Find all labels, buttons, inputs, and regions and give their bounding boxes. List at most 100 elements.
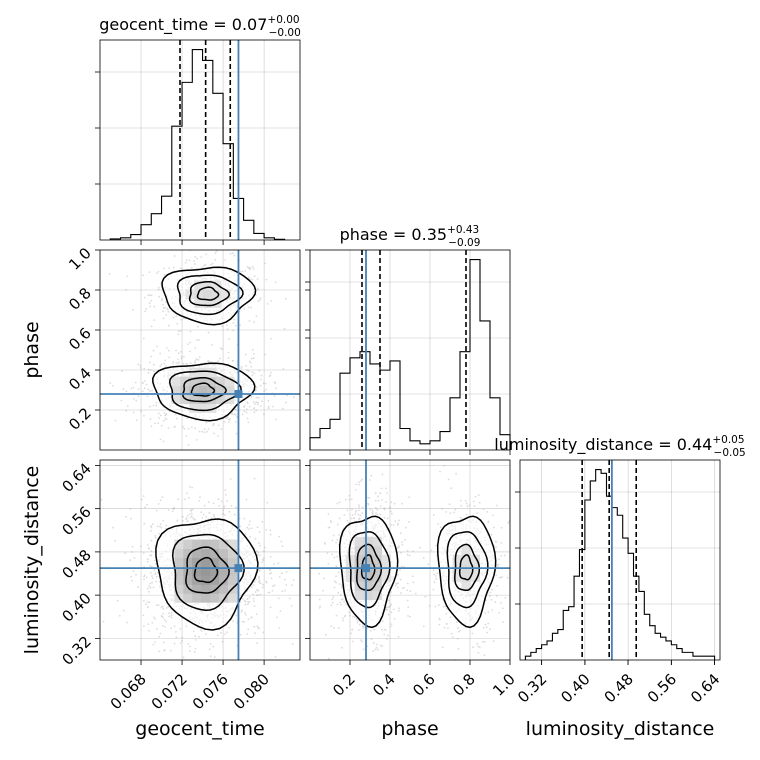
sample-point	[141, 382, 144, 385]
sample-point	[254, 591, 257, 593]
sample-point	[209, 643, 212, 645]
sample-point	[253, 275, 256, 278]
sample-point	[155, 509, 158, 512]
sample-point	[216, 662, 218, 664]
sample-point	[175, 417, 178, 420]
sample-point	[257, 551, 260, 554]
sample-point	[361, 506, 364, 509]
sample-point	[198, 339, 200, 341]
sample-point	[190, 512, 193, 515]
sample-point	[339, 601, 342, 604]
sample-point	[240, 365, 243, 368]
sample-point	[249, 361, 252, 364]
sample-point	[337, 627, 340, 629]
sample-point	[360, 662, 362, 664]
joint-content	[310, 460, 510, 671]
x-tick-label: 0.64	[687, 670, 723, 706]
sample-point	[466, 505, 469, 508]
sample-point	[397, 582, 399, 585]
sample-point	[412, 669, 414, 671]
sample-point	[207, 428, 210, 430]
sample-point	[132, 411, 135, 414]
sample-point	[358, 481, 360, 483]
sample-point	[132, 308, 134, 311]
sample-point	[501, 607, 504, 610]
sample-point	[267, 405, 270, 408]
sample-point	[387, 606, 389, 609]
sample-point	[492, 640, 495, 643]
sample-point	[241, 598, 244, 600]
sample-point	[239, 633, 242, 636]
sample-point	[271, 589, 274, 592]
sample-point	[259, 582, 262, 585]
sample-point	[155, 404, 158, 407]
sample-point	[143, 296, 146, 299]
sample-point	[240, 367, 243, 370]
sample-point	[402, 586, 405, 589]
sample-point	[468, 504, 471, 507]
sample-point	[439, 526, 442, 529]
sample-point	[248, 267, 250, 269]
marginal-title: geocent_time = 0.07+0.00 −0.00	[99, 14, 301, 39]
sample-point	[359, 514, 362, 517]
sample-point	[189, 362, 192, 365]
sample-point	[485, 626, 488, 629]
sample-point	[154, 572, 157, 575]
sample-point	[149, 586, 152, 589]
sample-point	[233, 318, 236, 321]
sample-point	[192, 517, 194, 520]
sample-point	[257, 403, 259, 406]
sample-point	[145, 576, 148, 579]
sample-point	[264, 382, 267, 385]
sample-point	[244, 600, 247, 603]
sample-point	[357, 619, 359, 622]
sample-point	[406, 549, 409, 552]
sample-point	[157, 503, 160, 505]
sample-point	[285, 297, 287, 300]
sample-point	[385, 608, 387, 611]
sample-point	[341, 617, 344, 620]
sample-point	[491, 609, 494, 611]
sample-point	[112, 526, 114, 529]
sample-point	[244, 603, 247, 606]
sample-point	[282, 368, 285, 370]
sample-point	[180, 350, 182, 353]
sample-point	[399, 532, 402, 535]
sample-point	[385, 638, 388, 640]
sample-point	[385, 487, 387, 490]
sample-point	[399, 578, 402, 581]
sample-point	[256, 278, 259, 280]
sample-point	[386, 492, 388, 494]
sample-point	[137, 388, 140, 391]
sample-point	[148, 590, 150, 593]
y-tick-label: 0.4	[65, 364, 95, 394]
sample-point	[167, 509, 170, 512]
sample-point	[163, 267, 166, 270]
sample-point	[345, 498, 347, 501]
sample-point	[269, 572, 271, 575]
sample-point	[383, 507, 386, 509]
sample-point	[489, 595, 491, 598]
sample-point	[265, 580, 268, 583]
sample-point	[434, 605, 437, 608]
sample-point	[241, 620, 244, 623]
sample-point	[281, 572, 283, 575]
sample-point	[203, 504, 206, 507]
sample-point	[150, 565, 153, 568]
sample-point	[477, 494, 480, 497]
sample-point	[212, 423, 215, 426]
sample-point	[270, 300, 272, 302]
sample-point	[150, 294, 153, 297]
contour-line	[188, 280, 230, 307]
sample-point	[352, 615, 354, 618]
sample-point	[252, 584, 255, 586]
sample-point	[350, 517, 353, 520]
sample-point	[343, 514, 346, 516]
sample-point	[243, 517, 246, 520]
sample-point	[247, 628, 250, 631]
sample-point	[126, 621, 129, 624]
sample-point	[146, 503, 149, 506]
panel-frame	[519, 459, 721, 661]
sample-point	[291, 584, 294, 587]
sample-point	[375, 646, 378, 649]
